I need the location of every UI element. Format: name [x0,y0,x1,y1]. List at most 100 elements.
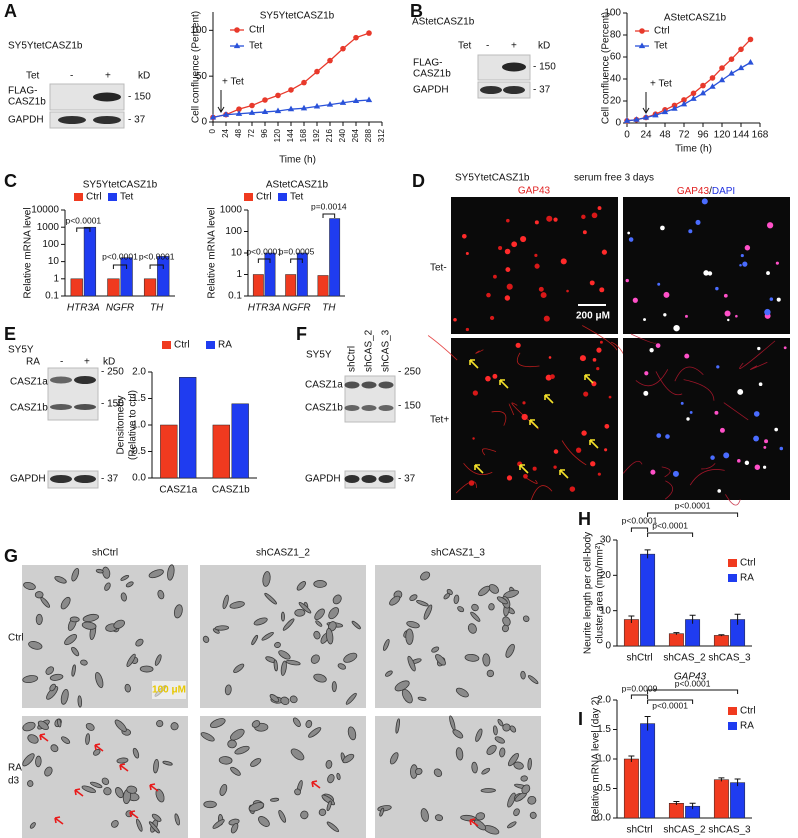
bar [317,275,329,297]
cell [465,251,469,255]
y-tick-label: 100 [225,226,242,237]
y-tick-label: 0.5 [597,783,611,794]
lane-label: shCAS_2 [364,329,375,372]
point [737,64,745,71]
bar [107,278,120,297]
legend-label: RA [740,721,754,732]
cell [49,683,56,692]
point [326,101,334,107]
cell [660,225,665,231]
cell [113,619,125,629]
point [623,117,631,123]
cell [167,564,175,581]
y-axis-label: Cell confluence (Percent) [601,12,612,124]
cell [125,581,134,588]
cell [151,813,162,822]
panel-letter: I [578,709,583,729]
cell [327,774,335,784]
cell [763,445,767,449]
x-tick-label: 312 [377,128,386,142]
cell [156,720,164,728]
cell [507,792,516,808]
cell [345,692,357,705]
cell [433,768,443,778]
cell [417,696,427,701]
row-label: FLAG- [8,86,37,97]
cell [420,808,429,822]
cell [534,220,539,225]
cell [336,772,341,781]
point [300,104,308,111]
cell [139,665,154,673]
y-tick-label: 100 [42,239,59,250]
x-tick-label: CASZ1a [159,485,197,496]
point [738,46,744,53]
cell [538,286,544,292]
point [222,111,230,117]
cell [308,727,322,738]
cell [332,594,342,605]
lane-label: shCAS_3 [381,329,392,372]
legend-label: RA [218,340,232,351]
cell [453,594,460,605]
x-tick-label: 216 [325,128,334,142]
cell [665,434,670,439]
x-tick-label: 144 [733,130,750,141]
row-label: CASZ1a [305,380,343,391]
legend-swatch [728,574,737,582]
error-bar [734,613,741,625]
legend-label: Tet [290,192,304,203]
legend-label: Ctrl [654,26,670,37]
cell [520,670,526,680]
cell [522,401,526,405]
cell [513,761,524,770]
panel-letter: D [412,171,425,191]
x-tick-label: shCAS_3 [708,653,751,664]
point [288,87,294,93]
cell [644,371,649,376]
y-tick-label: 50 [196,71,208,82]
point [209,113,217,120]
neurite [427,335,458,361]
cell [294,608,306,617]
significance-bracket [290,258,303,263]
cell [258,816,270,827]
annotation: + Tet [650,79,672,90]
cell [764,439,769,444]
cell [251,720,261,728]
point [728,70,735,76]
cell [486,292,491,298]
marker-label: - 150 [398,401,421,412]
cell [81,621,97,630]
neurite [689,469,725,486]
p-value: p<0.0001 [652,700,688,710]
y-tick-label: 0 [615,118,621,129]
cell [262,571,271,587]
cell [604,448,608,452]
cell [486,744,497,755]
marker-label: - 37 [128,115,146,126]
x-axis-label: Time (h) [675,144,712,155]
cell [389,752,399,765]
cell [764,308,771,316]
arrow [519,464,529,474]
cell [506,218,510,223]
cell [347,726,357,741]
cell [85,733,91,745]
legend-marker [639,28,645,34]
cell [214,625,230,631]
x-tick-label: 0 [624,130,630,141]
legend-swatch [206,341,215,349]
point [275,92,281,99]
cell [132,747,140,759]
arrow [589,439,599,449]
marker-label: - 250 [398,367,421,378]
neurite [723,402,749,421]
cell [328,607,339,620]
cell [744,460,750,466]
x-tick-label: shCtrl [626,653,652,664]
y-tick-label: 2.0 [132,367,146,378]
cell [280,611,285,622]
arrow [474,464,484,474]
cell [148,821,160,834]
